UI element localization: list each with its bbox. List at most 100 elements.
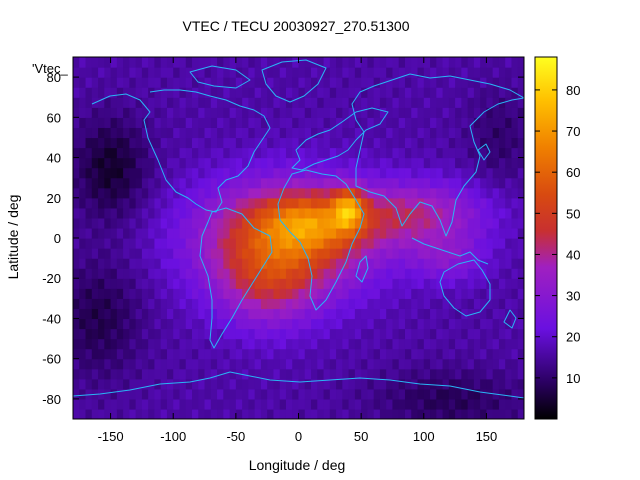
heatmap-cell [285,137,293,149]
heatmap-cell [104,318,112,330]
heatmap-cell [323,298,331,309]
heatmap-cell [336,378,343,390]
heatmap-cell [123,348,130,360]
heatmap-cell [304,137,312,149]
heatmap-cell [448,197,456,209]
heatmap-cell [260,298,268,309]
heatmap-cell [492,227,500,239]
heatmap-cell [248,308,256,320]
heatmap-cell [423,248,431,259]
heatmap-cell [242,107,249,118]
heatmap-cell [373,238,381,249]
heatmap-cell [373,187,381,199]
heatmap-cell [404,97,412,108]
coastline-indonesia [411,237,489,265]
heatmap-cell [166,348,174,360]
heatmap-cell [336,217,343,229]
heatmap-cell [154,177,162,189]
heatmap-cell [192,137,199,149]
heatmap-cell [361,217,368,229]
heatmap-cell [361,328,368,340]
heatmap-cell [235,338,243,350]
heatmap-cell [160,137,168,149]
heatmap-cell [348,197,356,209]
heatmap-cell [467,258,475,269]
heatmap-cell [386,127,394,139]
heatmap-cell [417,167,425,179]
heatmap-cell [217,248,224,259]
heatmap-cell [135,127,143,139]
heatmap-cell [254,177,262,189]
heatmap-cell [392,167,400,179]
heatmap-cell [461,358,469,370]
heatmap-cell [417,127,425,139]
heatmap-cell [455,197,462,209]
heatmap-cell [235,217,243,229]
heatmap-cell [285,177,293,189]
heatmap-cell [141,358,149,370]
heatmap-cell [116,177,124,189]
heatmap-cell [467,117,475,128]
heatmap-cell [229,67,237,78]
heatmap-cell [342,127,350,139]
heatmap-cell [486,318,494,330]
heatmap-cell [279,87,287,98]
heatmap-cell [361,67,368,78]
heatmap-cell [436,368,444,380]
heatmap-cell [154,107,162,118]
heatmap-cell [273,127,281,139]
heatmap-cell [73,348,80,360]
heatmap-cell [73,167,80,179]
heatmap-cell [210,268,218,279]
heatmap-cell [210,288,218,299]
heatmap-cell [517,278,524,289]
heatmap-cell [492,258,500,269]
heatmap-cell [210,107,218,118]
heatmap-cell [248,388,256,400]
heatmap-cell [392,137,400,149]
heatmap-cell [242,127,249,139]
heatmap-cell [267,398,275,410]
heatmap-cell [398,67,406,78]
heatmap-cell [467,348,475,360]
heatmap-cell [79,338,87,350]
heatmap-cell [148,238,156,249]
heatmap-cell [217,408,224,419]
heatmap-cell [223,87,231,98]
heatmap-cell [430,127,437,139]
heatmap-cell [298,338,306,350]
heatmap-cell [91,157,99,169]
heatmap-cell [110,308,118,320]
heatmap-cell [73,207,80,219]
heatmap-cell [455,398,462,410]
heatmap-cell [342,197,350,209]
heatmap-cell [198,338,206,350]
heatmap-cell [336,197,343,209]
heatmap-cell [311,408,318,419]
heatmap-cell [505,288,513,299]
heatmap-cell [404,137,412,149]
heatmap-cell [392,408,400,419]
heatmap-cell [141,57,149,68]
heatmap-cell [79,368,87,380]
heatmap-cell [323,197,331,209]
heatmap-cell [361,348,368,360]
heatmap-cell [461,318,469,330]
heatmap-cell [248,107,256,118]
heatmap-cell [442,358,450,370]
heatmap-cell [91,268,99,279]
heatmap-cell [342,97,350,108]
heatmap-cell [404,57,412,68]
heatmap-cell [442,308,450,320]
heatmap-cell [398,338,406,350]
heatmap-cell [423,408,431,419]
heatmap-cell [173,127,181,139]
heatmap-cell [198,167,206,179]
heatmap-cell [379,248,387,259]
heatmap-cell [91,227,99,239]
heatmap-cell [141,248,149,259]
heatmap-cell [336,358,343,370]
heatmap-cell [204,187,212,199]
heatmap-cell [392,238,400,249]
heatmap-cell [348,147,356,159]
